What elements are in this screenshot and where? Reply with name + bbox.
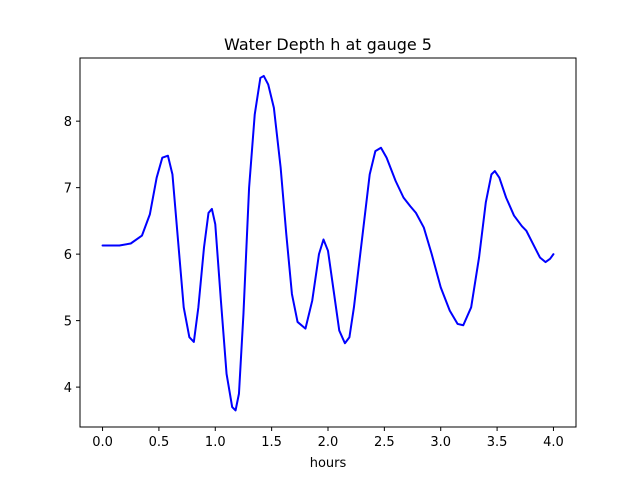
series-line-0 — [101, 74, 555, 412]
x-axis-label: hours — [310, 456, 347, 471]
x-tick-label: 1.0 — [205, 435, 226, 450]
x-tick-label: 0.0 — [92, 435, 113, 450]
y-tick-label: 6 — [64, 248, 72, 263]
y-tick-label: 4 — [64, 381, 72, 396]
x-tick-label: 3.0 — [430, 435, 451, 450]
y-tick-label: 8 — [64, 115, 72, 130]
y-tick-label: 7 — [64, 182, 72, 197]
y-tick-label: 5 — [64, 315, 72, 330]
x-tick-label: 0.5 — [149, 435, 170, 450]
plot-area — [101, 74, 555, 412]
x-tick-label: 2.0 — [318, 435, 339, 450]
chart-title: Water Depth h at gauge 5 — [224, 35, 432, 54]
x-tick-label: 4.0 — [543, 435, 564, 450]
axis-ticks: 0.0 0.5 1.0 1.5 2.0 2.5 3.0 3.5 4.0 4 5 6 7 8 — [64, 115, 564, 450]
x-tick-label: 2.5 — [374, 435, 395, 450]
axes-frame — [79, 57, 577, 428]
x-tick-label: 1.5 — [261, 435, 282, 450]
x-tick-label: 3.5 — [487, 435, 508, 450]
